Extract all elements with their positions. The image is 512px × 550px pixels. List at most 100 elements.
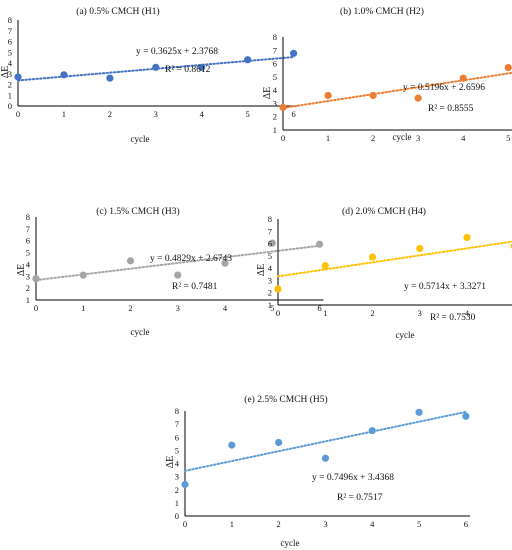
y-axis-label: ΔE <box>16 264 27 277</box>
y-tick-label: 7 <box>273 45 277 55</box>
x-axis-label: cycle <box>281 538 300 548</box>
y-axis-label: ΔE <box>0 66 11 79</box>
x-tick-label: 2 <box>128 303 132 313</box>
r-squared-label: R² = 0.8555 <box>428 104 474 114</box>
data-point <box>152 63 160 71</box>
data-point <box>315 240 324 248</box>
y-axis-label: ΔE <box>256 264 267 277</box>
trendline-equation: y = 0.5714x + 3.3271 <box>404 282 486 292</box>
y-tick-label: 1 <box>26 295 30 305</box>
y-tick-label: 4 <box>175 459 180 469</box>
data-point <box>368 253 377 261</box>
x-tick-label: 2 <box>370 308 374 318</box>
y-tick-label: 5 <box>268 251 272 261</box>
x-tick-label: 3 <box>154 109 158 119</box>
data-point <box>462 412 470 420</box>
y-tick-label: 7 <box>8 26 12 36</box>
y-tick-label: 6 <box>268 239 272 249</box>
data-point <box>268 239 276 247</box>
x-tick-label: 2 <box>277 519 281 529</box>
data-point <box>463 233 471 242</box>
data-point <box>228 441 236 449</box>
y-tick-label: 7 <box>268 226 272 236</box>
y-tick-label: 3 <box>26 271 30 281</box>
y-tick-label: 3 <box>268 275 272 285</box>
x-tick-label: 5 <box>246 109 250 119</box>
x-tick-label: 4 <box>200 109 205 119</box>
y-tick-label: 4 <box>268 263 273 273</box>
x-tick-label: 5 <box>417 519 421 529</box>
y-tick-label: 5 <box>175 445 179 455</box>
data-point <box>414 94 422 102</box>
y-tick-label: 6 <box>8 37 12 47</box>
x-tick-label: 6 <box>317 303 321 313</box>
x-tick-label: 1 <box>326 133 330 143</box>
data-point <box>415 408 423 416</box>
y-axis-label: ΔE <box>262 87 273 100</box>
y-tick-label: 3 <box>175 472 179 482</box>
x-axis-label: cycle <box>131 134 150 144</box>
y-tick-label: 0 <box>8 101 12 111</box>
x-tick-label: 1 <box>230 519 234 529</box>
chart-title: (a) 0.5% CMCH (H1) <box>76 6 159 17</box>
y-tick-label: 4 <box>8 58 13 68</box>
y-tick-label: 7 <box>26 224 30 234</box>
y-tick-label: 2 <box>8 80 12 90</box>
y-tick-label: 8 <box>8 15 12 25</box>
x-tick-label: 4 <box>465 308 470 318</box>
x-tick-label: 3 <box>416 133 420 143</box>
y-tick-label: 7 <box>175 419 179 429</box>
data-point <box>416 244 424 253</box>
y-tick-label: 2 <box>273 112 277 122</box>
trendline <box>282 71 512 109</box>
data-point <box>32 275 40 283</box>
data-point <box>368 427 376 435</box>
data-point <box>79 271 87 279</box>
data-point <box>274 285 282 293</box>
y-tick-label: 6 <box>273 59 277 69</box>
y-tick-label: 5 <box>273 72 277 82</box>
trendline-equation: y = 0.5196x + 2.6596 <box>403 83 485 93</box>
y-tick-label: 3 <box>273 98 277 108</box>
y-tick-label: 2 <box>26 283 30 293</box>
data-point <box>369 91 377 100</box>
x-tick-label: 4 <box>461 133 466 143</box>
x-tick-label: 2 <box>371 133 375 143</box>
y-tick-label: 5 <box>8 47 12 57</box>
x-tick-label: 4 <box>370 519 375 529</box>
r-squared-label: R² = 0.7530 <box>430 313 476 323</box>
x-tick-label: 0 <box>276 308 280 318</box>
chart-title: (d) 2.0% CMCH (H4) <box>342 206 426 217</box>
y-tick-label: 8 <box>273 32 277 42</box>
data-point <box>174 271 182 279</box>
data-point <box>275 438 283 447</box>
data-point <box>324 91 332 100</box>
y-axis-label: ΔE <box>165 456 176 469</box>
x-axis-label: cycle <box>131 327 150 337</box>
chart-title: (b) 1.0% CMCH (H2) <box>340 6 424 17</box>
x-tick-label: 3 <box>323 519 327 529</box>
data-point <box>181 480 189 489</box>
r-squared-label: R² = 0.8612 <box>165 65 211 75</box>
x-axis-label: cycle <box>393 132 412 142</box>
y-tick-label: 1 <box>268 300 272 310</box>
y-tick-label: 8 <box>175 406 179 416</box>
x-tick-label: 3 <box>176 303 180 313</box>
trendline <box>277 240 512 278</box>
x-tick-label: 5 <box>506 133 510 143</box>
x-tick-label: 1 <box>81 303 85 313</box>
y-tick-label: 0 <box>175 511 179 521</box>
data-point <box>14 73 22 81</box>
data-point <box>244 56 252 64</box>
x-axis-label: cycle <box>396 330 415 340</box>
trendline-equation: y = 0.7496x + 3.4368 <box>312 473 394 483</box>
y-tick-label: 6 <box>26 236 30 246</box>
chart-title: (e) 2.5% CMCH (H5) <box>244 394 327 405</box>
x-tick-label: 0 <box>183 519 187 529</box>
data-point <box>459 74 467 82</box>
data-point <box>60 71 68 79</box>
x-tick-label: 0 <box>281 133 285 143</box>
trendline-equation: y = 0.3625x + 2.3768 <box>136 47 218 57</box>
x-tick-label: 3 <box>418 308 422 318</box>
